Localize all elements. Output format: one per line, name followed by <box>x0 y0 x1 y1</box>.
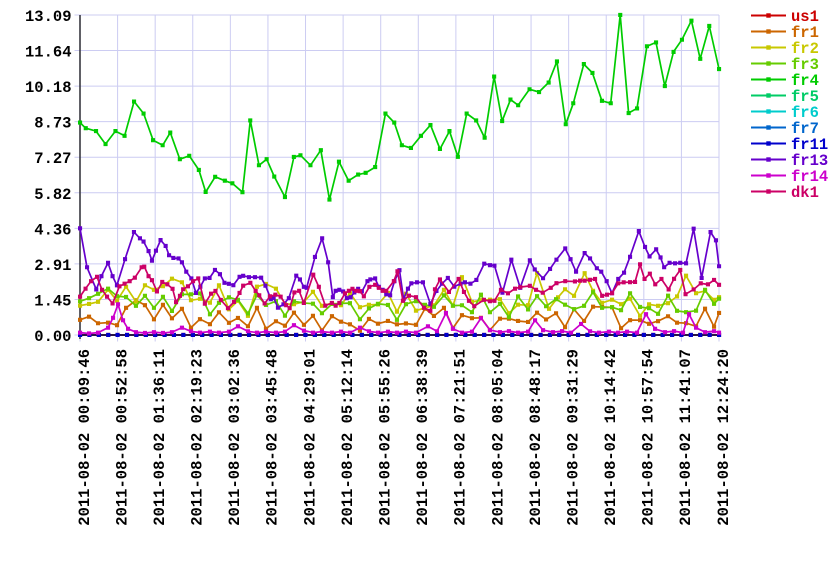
svg-text:2011-08-02 05:55:26: 2011-08-02 05:55:26 <box>377 349 395 526</box>
svg-text:0.00: 0.00 <box>34 328 71 346</box>
svg-text:fr7: fr7 <box>791 120 819 138</box>
svg-text:2011-08-02 05:12:14: 2011-08-02 05:12:14 <box>339 349 357 526</box>
svg-text:11.64: 11.64 <box>25 44 72 62</box>
svg-text:2011-08-02 04:29:01: 2011-08-02 04:29:01 <box>301 349 319 526</box>
svg-text:fr13: fr13 <box>791 152 828 170</box>
svg-text:fr11: fr11 <box>791 136 828 154</box>
svg-text:2011-08-02 00:52:58: 2011-08-02 00:52:58 <box>113 349 131 526</box>
svg-text:2011-08-02 00:09:46: 2011-08-02 00:09:46 <box>76 349 94 526</box>
svg-text:fr1: fr1 <box>791 24 819 42</box>
svg-text:4.36: 4.36 <box>34 221 71 239</box>
svg-text:2011-08-02 02:19:23: 2011-08-02 02:19:23 <box>189 349 207 526</box>
svg-text:fr6: fr6 <box>791 104 819 122</box>
svg-text:fr3: fr3 <box>791 56 819 74</box>
svg-text:2011-08-02 08:48:17: 2011-08-02 08:48:17 <box>527 349 545 526</box>
svg-text:2.91: 2.91 <box>34 257 71 275</box>
svg-text:2011-08-02 12:24:20: 2011-08-02 12:24:20 <box>715 349 733 526</box>
svg-text:2011-08-02 11:41:07: 2011-08-02 11:41:07 <box>677 349 695 526</box>
svg-text:2011-08-02 07:21:51: 2011-08-02 07:21:51 <box>452 349 470 526</box>
svg-text:us1: us1 <box>791 8 819 26</box>
svg-text:fr2: fr2 <box>791 40 819 58</box>
svg-text:2011-08-02 03:45:48: 2011-08-02 03:45:48 <box>264 349 282 526</box>
svg-text:2011-08-02 08:05:04: 2011-08-02 08:05:04 <box>489 349 507 526</box>
svg-text:8.73: 8.73 <box>34 115 71 133</box>
svg-text:13.09: 13.09 <box>25 8 72 26</box>
svg-text:2011-08-02 09:31:29: 2011-08-02 09:31:29 <box>564 349 582 526</box>
svg-text:2011-08-02 01:36:11: 2011-08-02 01:36:11 <box>151 349 169 526</box>
svg-text:2011-08-02 06:38:39: 2011-08-02 06:38:39 <box>414 349 432 526</box>
svg-text:10.18: 10.18 <box>25 79 72 97</box>
svg-text:fr5: fr5 <box>791 88 819 106</box>
svg-text:dk1: dk1 <box>791 184 819 202</box>
svg-text:2011-08-02 03:02:36: 2011-08-02 03:02:36 <box>226 349 244 526</box>
svg-text:fr4: fr4 <box>791 72 819 90</box>
svg-text:5.82: 5.82 <box>34 186 71 204</box>
svg-text:7.27: 7.27 <box>34 150 71 168</box>
svg-text:1.45: 1.45 <box>34 292 71 310</box>
svg-text:2011-08-02 10:14:42: 2011-08-02 10:14:42 <box>602 349 620 526</box>
svg-text:fr14: fr14 <box>791 168 828 186</box>
svg-text:2011-08-02 10:57:54: 2011-08-02 10:57:54 <box>640 349 658 526</box>
